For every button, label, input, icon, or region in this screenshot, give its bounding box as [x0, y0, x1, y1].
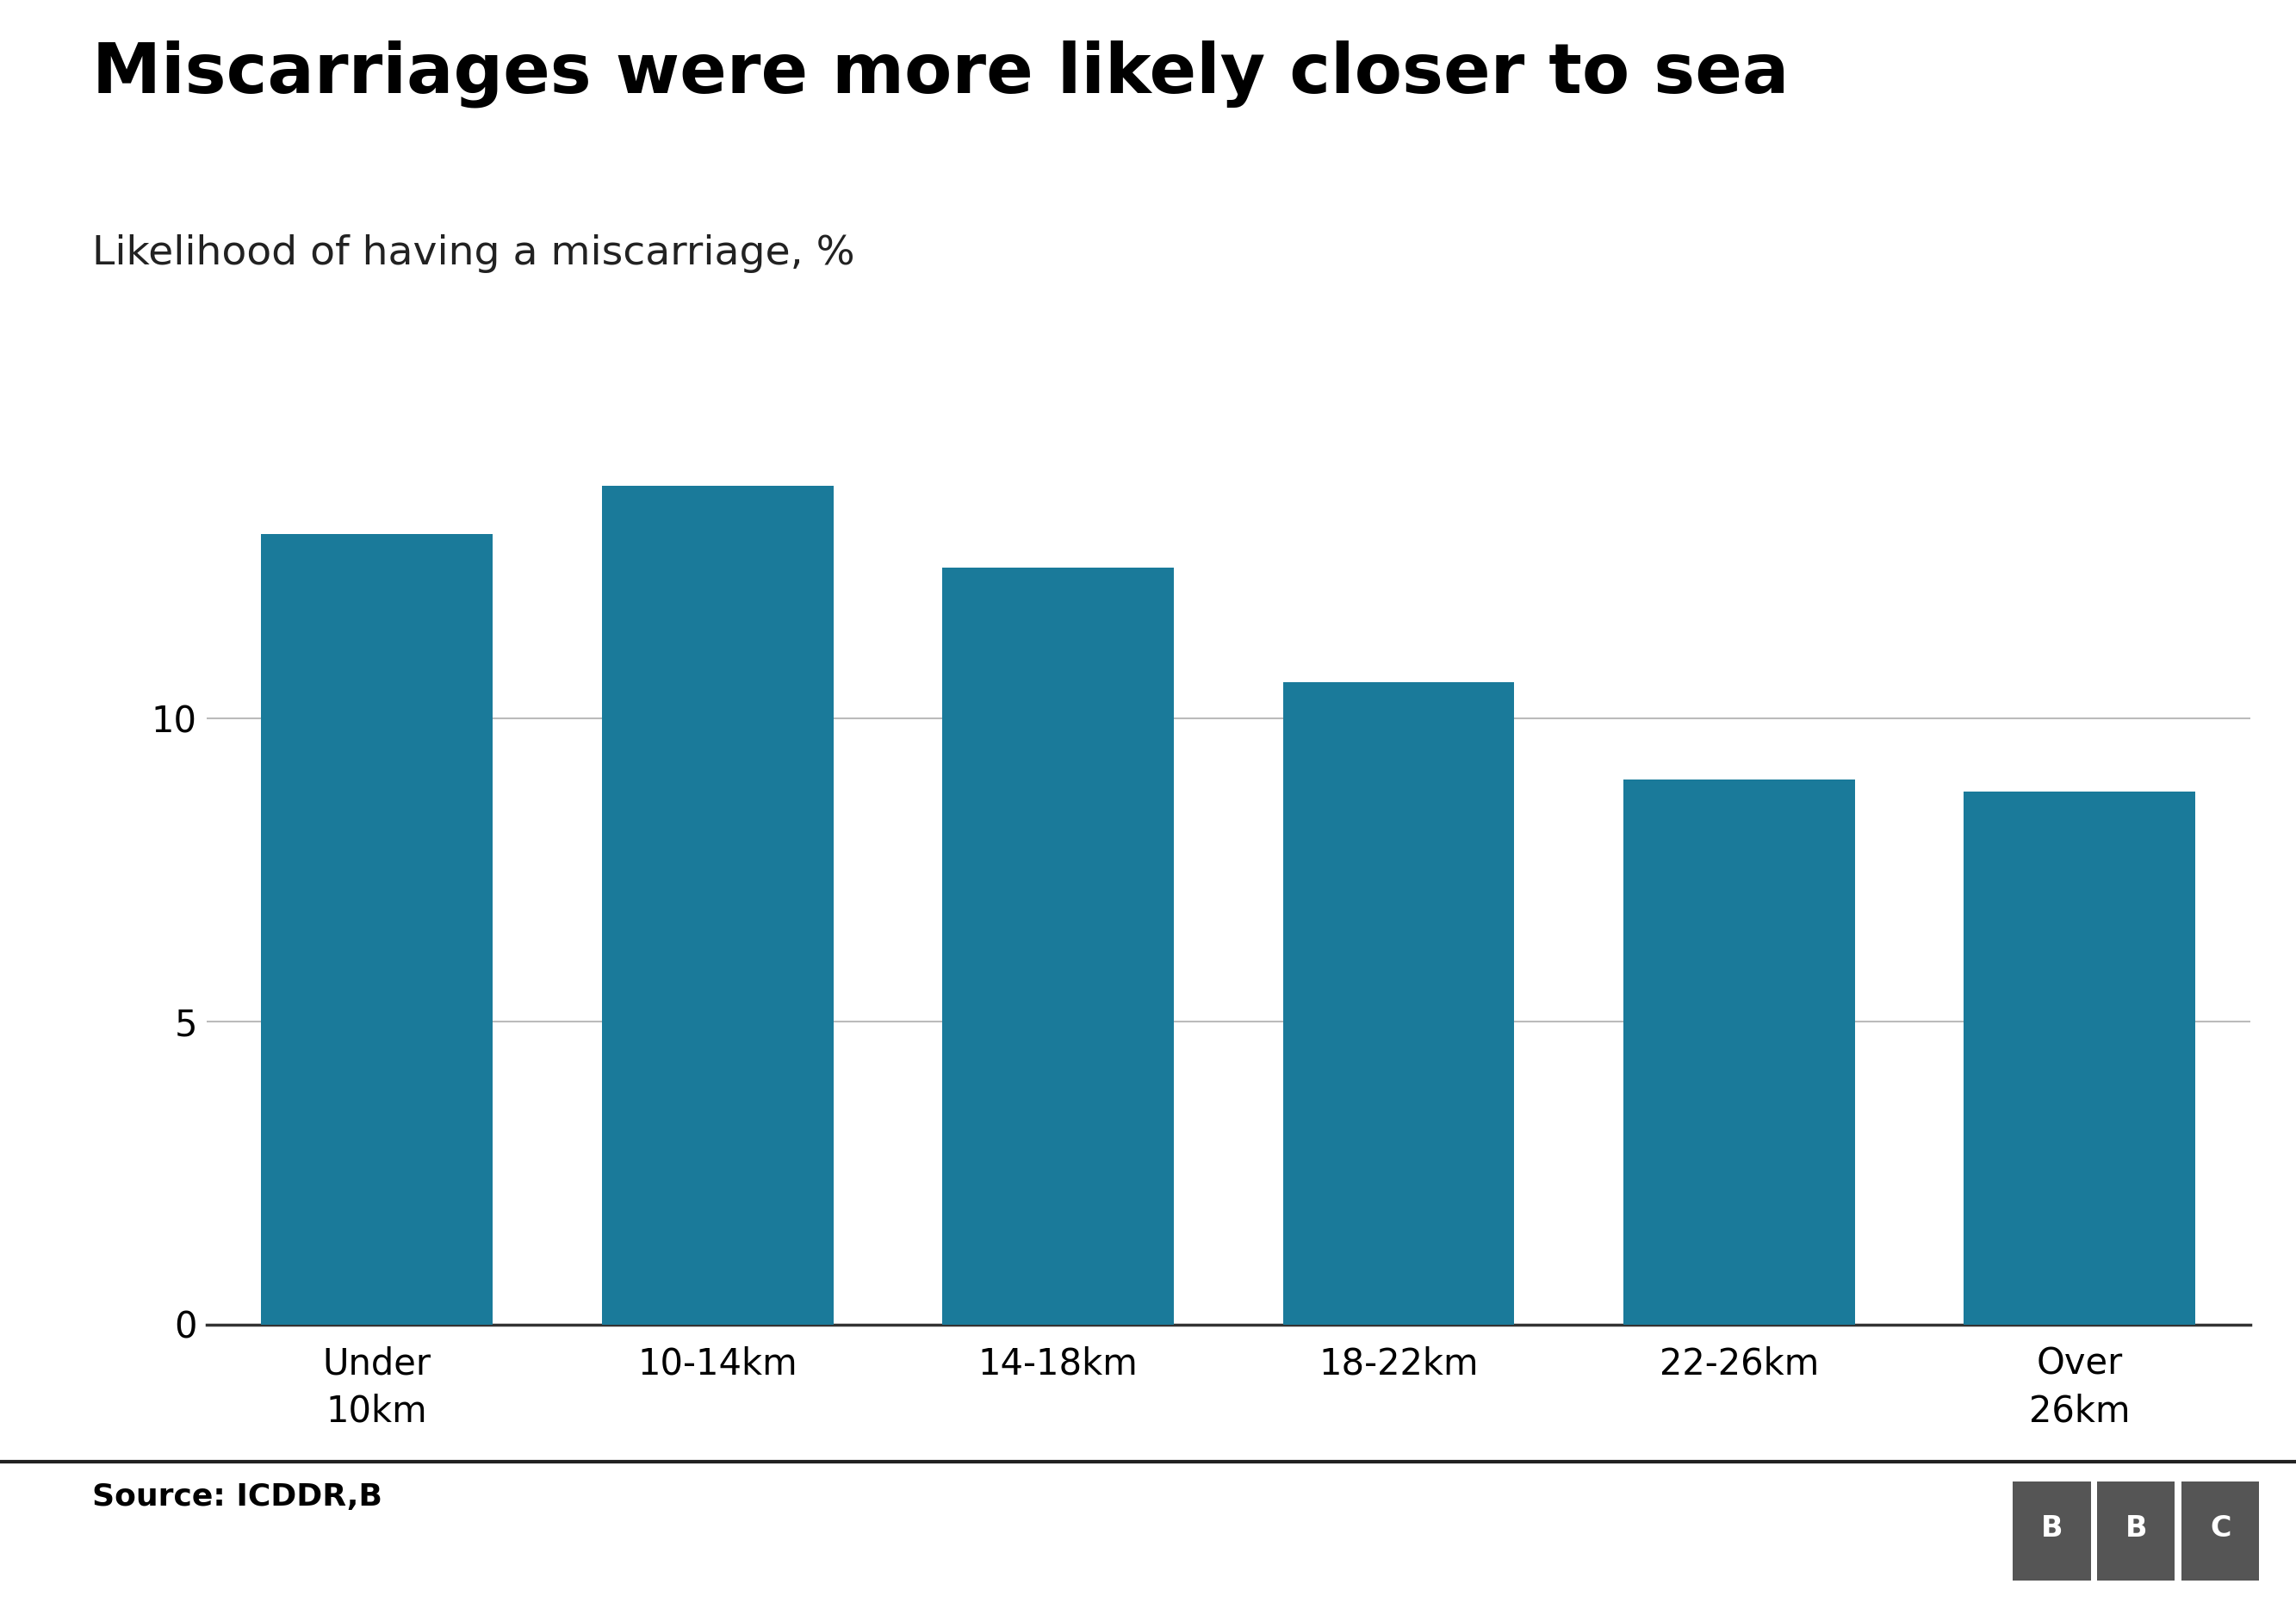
Text: Likelihood of having a miscarriage, %: Likelihood of having a miscarriage, %	[92, 234, 854, 273]
Bar	[1283, 682, 1515, 1324]
FancyBboxPatch shape	[2014, 1481, 2092, 1581]
Bar	[602, 486, 833, 1324]
Bar	[941, 567, 1173, 1324]
FancyBboxPatch shape	[2096, 1481, 2174, 1581]
Text: Source: ICDDR,B: Source: ICDDR,B	[92, 1483, 381, 1512]
Text: B: B	[2041, 1515, 2062, 1542]
Bar	[1623, 778, 1855, 1324]
Text: B: B	[2126, 1515, 2147, 1542]
Text: C: C	[2209, 1515, 2232, 1542]
Bar	[262, 535, 494, 1324]
Bar	[1963, 791, 2195, 1324]
FancyBboxPatch shape	[2181, 1481, 2259, 1581]
Text: Miscarriages were more likely closer to sea: Miscarriages were more likely closer to …	[92, 40, 1789, 108]
